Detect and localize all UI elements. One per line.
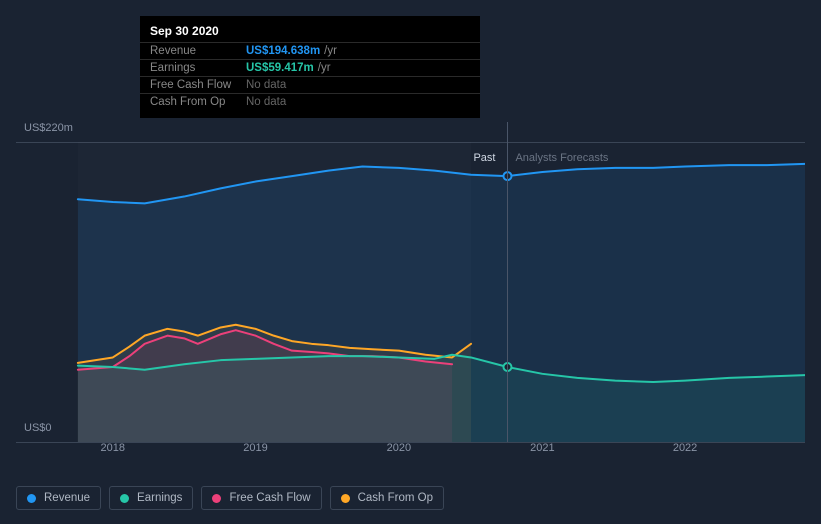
x-axis-label: 2019 xyxy=(243,442,267,454)
x-axis-label: 2021 xyxy=(530,442,554,454)
tooltip-row: Cash From OpNo data xyxy=(140,93,480,110)
tooltip-row-label: Earnings xyxy=(150,62,246,74)
tooltip-row-nodata: No data xyxy=(246,79,286,91)
tooltip-row: EarningsUS$59.417m/yr xyxy=(140,59,480,76)
legend-item[interactable]: Earnings xyxy=(109,486,193,510)
x-axis-label: 2022 xyxy=(673,442,697,454)
legend-label: Cash From Op xyxy=(358,492,433,504)
chart-tooltip: Sep 30 2020RevenueUS$194.638m/yrEarnings… xyxy=(140,16,480,118)
legend-item[interactable]: Free Cash Flow xyxy=(201,486,321,510)
forecast-label: Analysts Forecasts xyxy=(515,152,608,164)
tooltip-row-value: US$194.638m xyxy=(246,45,320,57)
legend-label: Earnings xyxy=(137,492,182,504)
tooltip-row-value: US$59.417m xyxy=(246,62,314,74)
chart-svg[interactable] xyxy=(46,142,805,442)
legend-item[interactable]: Cash From Op xyxy=(330,486,444,510)
tooltip-row: Free Cash FlowNo data xyxy=(140,76,480,93)
tooltip-row-label: Revenue xyxy=(150,45,246,57)
x-axis-labels: 2018 2019 2020 2021 2022 xyxy=(46,442,805,462)
tooltip-row-nodata: No data xyxy=(246,96,286,108)
legend-dot-icon xyxy=(341,494,350,503)
x-axis-label: 2020 xyxy=(387,442,411,454)
legend-dot-icon xyxy=(212,494,221,503)
legend-item[interactable]: Revenue xyxy=(16,486,101,510)
legend-label: Free Cash Flow xyxy=(229,492,310,504)
tooltip-date: Sep 30 2020 xyxy=(140,24,480,42)
tooltip-row: RevenueUS$194.638m/yr xyxy=(140,42,480,59)
tooltip-row-suffix: /yr xyxy=(324,45,337,57)
tooltip-row-label: Cash From Op xyxy=(150,96,246,108)
legend-dot-icon xyxy=(27,494,36,503)
chart-area: US$220m US$0 Past Analysts Forecasts xyxy=(16,122,805,442)
tooltip-row-label: Free Cash Flow xyxy=(150,79,246,91)
y-max-label: US$220m xyxy=(24,122,73,134)
legend-dot-icon xyxy=(120,494,129,503)
divider-line xyxy=(507,122,508,442)
x-axis-label: 2018 xyxy=(101,442,125,454)
legend: Revenue Earnings Free Cash Flow Cash From O… xyxy=(16,486,444,510)
past-label: Past xyxy=(473,152,495,164)
tooltip-row-suffix: /yr xyxy=(318,62,331,74)
legend-label: Revenue xyxy=(44,492,90,504)
